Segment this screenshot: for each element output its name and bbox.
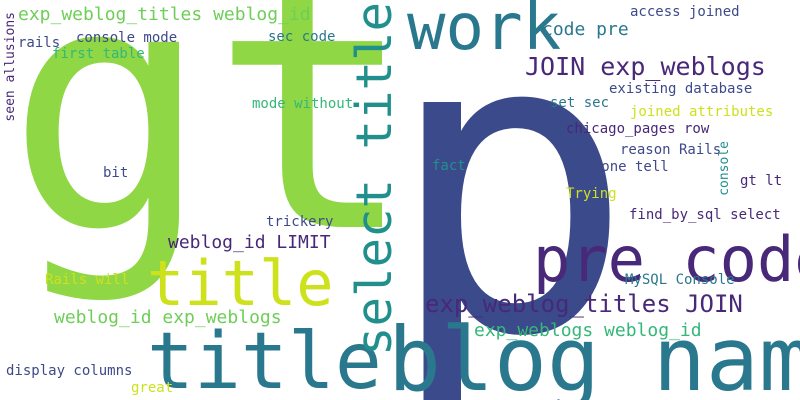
word-sec-code: sec code bbox=[268, 29, 336, 45]
word-console-mode: console mode bbox=[76, 30, 178, 46]
word-set-sec: set sec bbox=[550, 95, 610, 111]
word-gt-lt: gt lt bbox=[740, 173, 783, 189]
word-existing-database: existing database bbox=[609, 81, 753, 97]
word-bit: bit bbox=[103, 165, 129, 181]
word-mysql-console: MySQL Console bbox=[625, 272, 735, 288]
word-access-joined: access joined bbox=[630, 4, 740, 20]
word-select-title: select title bbox=[346, 2, 403, 357]
word-great: great bbox=[131, 380, 174, 396]
word-reason-rails: reason Rails bbox=[620, 142, 722, 158]
word-rails: rails bbox=[18, 35, 61, 51]
word-display-columns: display columns bbox=[6, 363, 133, 379]
word-blog-name: blog_name bbox=[388, 308, 800, 400]
word-join-exp-weblogs: JOIN exp_weblogs bbox=[525, 52, 766, 81]
word-fact: fact bbox=[432, 158, 466, 174]
word-gt: gt bbox=[6, 0, 416, 308]
word-work: work bbox=[407, 0, 562, 65]
word-exp-weblogs-weblog-id: exp_weblogs weblog_id bbox=[474, 320, 702, 341]
word-weblog-id-exp-weblogs: weblog_id exp_weblogs bbox=[54, 307, 282, 328]
word-code-pre: code pre bbox=[542, 19, 629, 40]
word-exp-weblog-titles-weblog-id: exp_weblog_titles weblog_id bbox=[18, 4, 311, 25]
word-rails-will: Rails will bbox=[45, 272, 130, 288]
word-mode-without: mode without bbox=[252, 96, 354, 112]
word-find-by-sql-select: find_by_sql select bbox=[629, 207, 781, 223]
word-joined-attributes: joined attributes bbox=[630, 104, 774, 120]
word-title-large: title bbox=[147, 317, 382, 400]
word-p: p bbox=[385, 0, 635, 400]
word-exp-weblog-titles-join: exp_weblog_titles JOIN bbox=[425, 290, 743, 318]
word-trying: Trying bbox=[566, 186, 617, 202]
word-anyone-tell: anyone tell bbox=[576, 159, 669, 175]
word-trickery: trickery bbox=[266, 214, 334, 230]
word-first-table: first table bbox=[52, 46, 145, 62]
word-console-vertical: console bbox=[717, 141, 732, 196]
word-title-yellow: title bbox=[147, 247, 334, 320]
word-chicago-pages-row: chicago_pages row bbox=[566, 121, 710, 137]
word-pre-code: pre code bbox=[533, 223, 800, 296]
word-seen-allusions: seen allusions bbox=[3, 12, 18, 122]
word-weblog-id-limit: weblog_id LIMIT bbox=[168, 232, 331, 253]
